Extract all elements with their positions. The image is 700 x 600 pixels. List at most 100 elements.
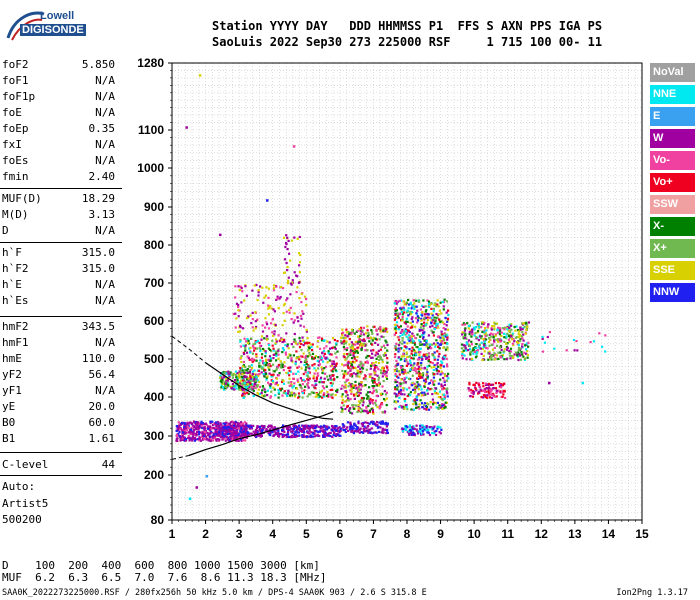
echo-point (322, 354, 325, 358)
echo-point (526, 350, 529, 353)
echo-point (370, 373, 373, 376)
scaled-row: yE 20.0 (0, 400, 115, 416)
echo-point (404, 404, 407, 407)
echo-point (314, 426, 317, 429)
echo-point (493, 395, 496, 398)
echo-point (439, 301, 442, 304)
echo-point (179, 435, 182, 439)
echo-point (403, 400, 407, 403)
echo-point (201, 435, 204, 438)
echo-point (233, 379, 237, 382)
echo-point (306, 383, 309, 386)
echo-point (266, 323, 269, 326)
echo-point (251, 289, 254, 292)
echo-point (237, 309, 240, 312)
echo-point (239, 366, 242, 370)
echo-point (292, 428, 296, 431)
echo-point (281, 351, 284, 354)
echo-point (256, 339, 260, 342)
echo-point (188, 497, 192, 500)
echo-point (272, 287, 275, 290)
echo-point (494, 353, 497, 356)
echo-point (235, 387, 238, 390)
echo-point (379, 405, 382, 408)
echo-point (384, 346, 387, 350)
echo-point (301, 355, 304, 358)
echo-point (401, 316, 404, 319)
echo-point (331, 426, 334, 430)
echo-point (428, 381, 432, 385)
echo-point (239, 387, 242, 390)
echo-point (237, 433, 240, 436)
echo-point (461, 357, 464, 360)
echo-point (395, 400, 398, 404)
echo-point (315, 377, 318, 380)
echo-point (181, 438, 184, 441)
echo-point (483, 344, 486, 347)
echo-point (488, 396, 492, 399)
echo-point (347, 397, 350, 400)
echo-point (300, 343, 303, 346)
echo-point (422, 372, 425, 375)
echo-point (425, 368, 428, 371)
echo-point (273, 370, 276, 373)
echo-point (268, 372, 271, 375)
echo-point (198, 437, 201, 440)
echo-point (319, 355, 322, 359)
echo-point (444, 401, 447, 404)
echo-point (284, 344, 287, 347)
echo-point (385, 391, 388, 394)
echo-point (404, 381, 407, 384)
echo-point (248, 373, 252, 376)
echo-point (268, 424, 271, 427)
echo-point (269, 305, 272, 308)
echo-point (256, 431, 259, 434)
echo-point (359, 388, 362, 391)
echo-point (232, 427, 235, 430)
echo-point (433, 432, 436, 435)
echo-point (343, 429, 346, 432)
echo-point (235, 317, 238, 320)
echo-point (368, 391, 372, 394)
echo-point (431, 380, 435, 383)
echo-point (250, 384, 253, 387)
echo-point (493, 324, 496, 327)
echo-point (489, 354, 492, 357)
echo-point (368, 373, 371, 376)
echo-point (310, 435, 313, 439)
echo-point (229, 371, 232, 374)
echo-point (357, 404, 360, 407)
echo-point (541, 350, 544, 353)
echo-point (468, 348, 472, 351)
echo-point (357, 335, 360, 338)
echo-point (327, 351, 330, 355)
echo-point (381, 372, 384, 375)
echo-point (433, 383, 436, 386)
echo-point (326, 361, 329, 364)
echo-point (346, 398, 349, 402)
echo-point (328, 432, 331, 435)
echo-point (204, 435, 207, 438)
echo-point (405, 351, 408, 354)
echo-point (431, 324, 434, 328)
echo-point (352, 404, 355, 407)
echo-point (297, 355, 301, 358)
echo-point (338, 426, 341, 429)
echo-point (396, 400, 399, 403)
echo-point (397, 370, 400, 373)
echo-point (394, 353, 397, 356)
echo-point (394, 329, 397, 332)
echo-point (421, 311, 424, 314)
echo-point (403, 341, 406, 344)
echo-point (305, 360, 308, 363)
echo-point (382, 329, 385, 332)
echo-point (289, 391, 292, 394)
echo-point (342, 373, 345, 376)
echo-point (271, 363, 275, 366)
echo-point (518, 347, 522, 350)
echo-point (401, 333, 404, 336)
echo-point (247, 380, 250, 383)
echo-point (369, 336, 372, 339)
echo-point (233, 430, 236, 433)
echo-point (305, 363, 308, 366)
